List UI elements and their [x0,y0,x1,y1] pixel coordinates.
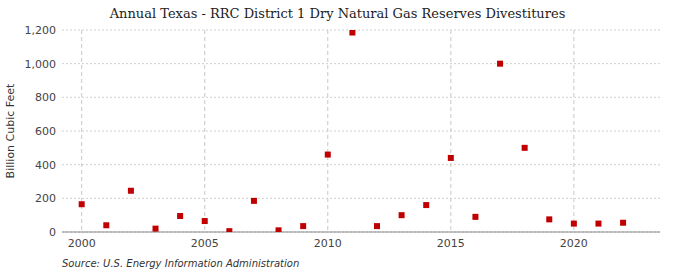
y-tick-label: 800 [35,91,56,104]
y-grid-line [62,164,660,165]
point [325,152,331,158]
y-axis-label: Billion Cubic Feet [4,83,17,178]
point [522,145,528,151]
y-grid-line [62,131,660,132]
point [349,30,355,36]
point [276,227,282,232]
point [177,213,183,219]
point [620,220,626,226]
point [472,214,478,220]
x-tick-label: 2005 [191,237,219,250]
point [79,201,85,207]
source-note: Source: U.S. Energy Information Administ… [62,258,299,269]
point [226,228,232,232]
y-grid-line [62,30,660,31]
x-grid-line [327,30,328,232]
point [202,218,208,224]
point [399,212,405,218]
point [546,216,552,222]
x-grid-line [204,30,205,232]
y-tick-label: 0 [49,226,56,239]
y-grid-line [62,198,660,199]
y-grid-line [62,232,660,233]
y-grid-line [62,63,660,64]
x-tick-label: 2020 [560,237,588,250]
title: Annual Texas - RRC District 1 Dry Natura… [109,6,566,21]
point [423,202,429,208]
y-grid-line [62,97,660,98]
point [103,222,109,228]
point [300,223,306,229]
point [374,223,380,229]
x-tick-label: 2010 [314,237,342,250]
y-tick-label: 200 [35,192,56,205]
x-grid-line [450,30,451,232]
point [153,226,159,232]
point [571,221,577,227]
point [128,188,134,194]
y-tick-label: 1,000 [25,58,57,71]
x-axis-line [62,232,660,233]
y-tick-label: 600 [35,125,56,138]
x-grid-line [573,30,574,232]
point [448,155,454,161]
x-tick-label: 2015 [437,237,465,250]
point [251,198,257,204]
x-tick-label: 2000 [68,237,96,250]
y-tick-label: 1,200 [25,24,57,37]
point [595,221,601,227]
chart: Annual Texas - RRC District 1 Dry Natura… [0,0,675,275]
y-tick-label: 400 [35,159,56,172]
point [497,61,503,67]
points [79,30,626,232]
